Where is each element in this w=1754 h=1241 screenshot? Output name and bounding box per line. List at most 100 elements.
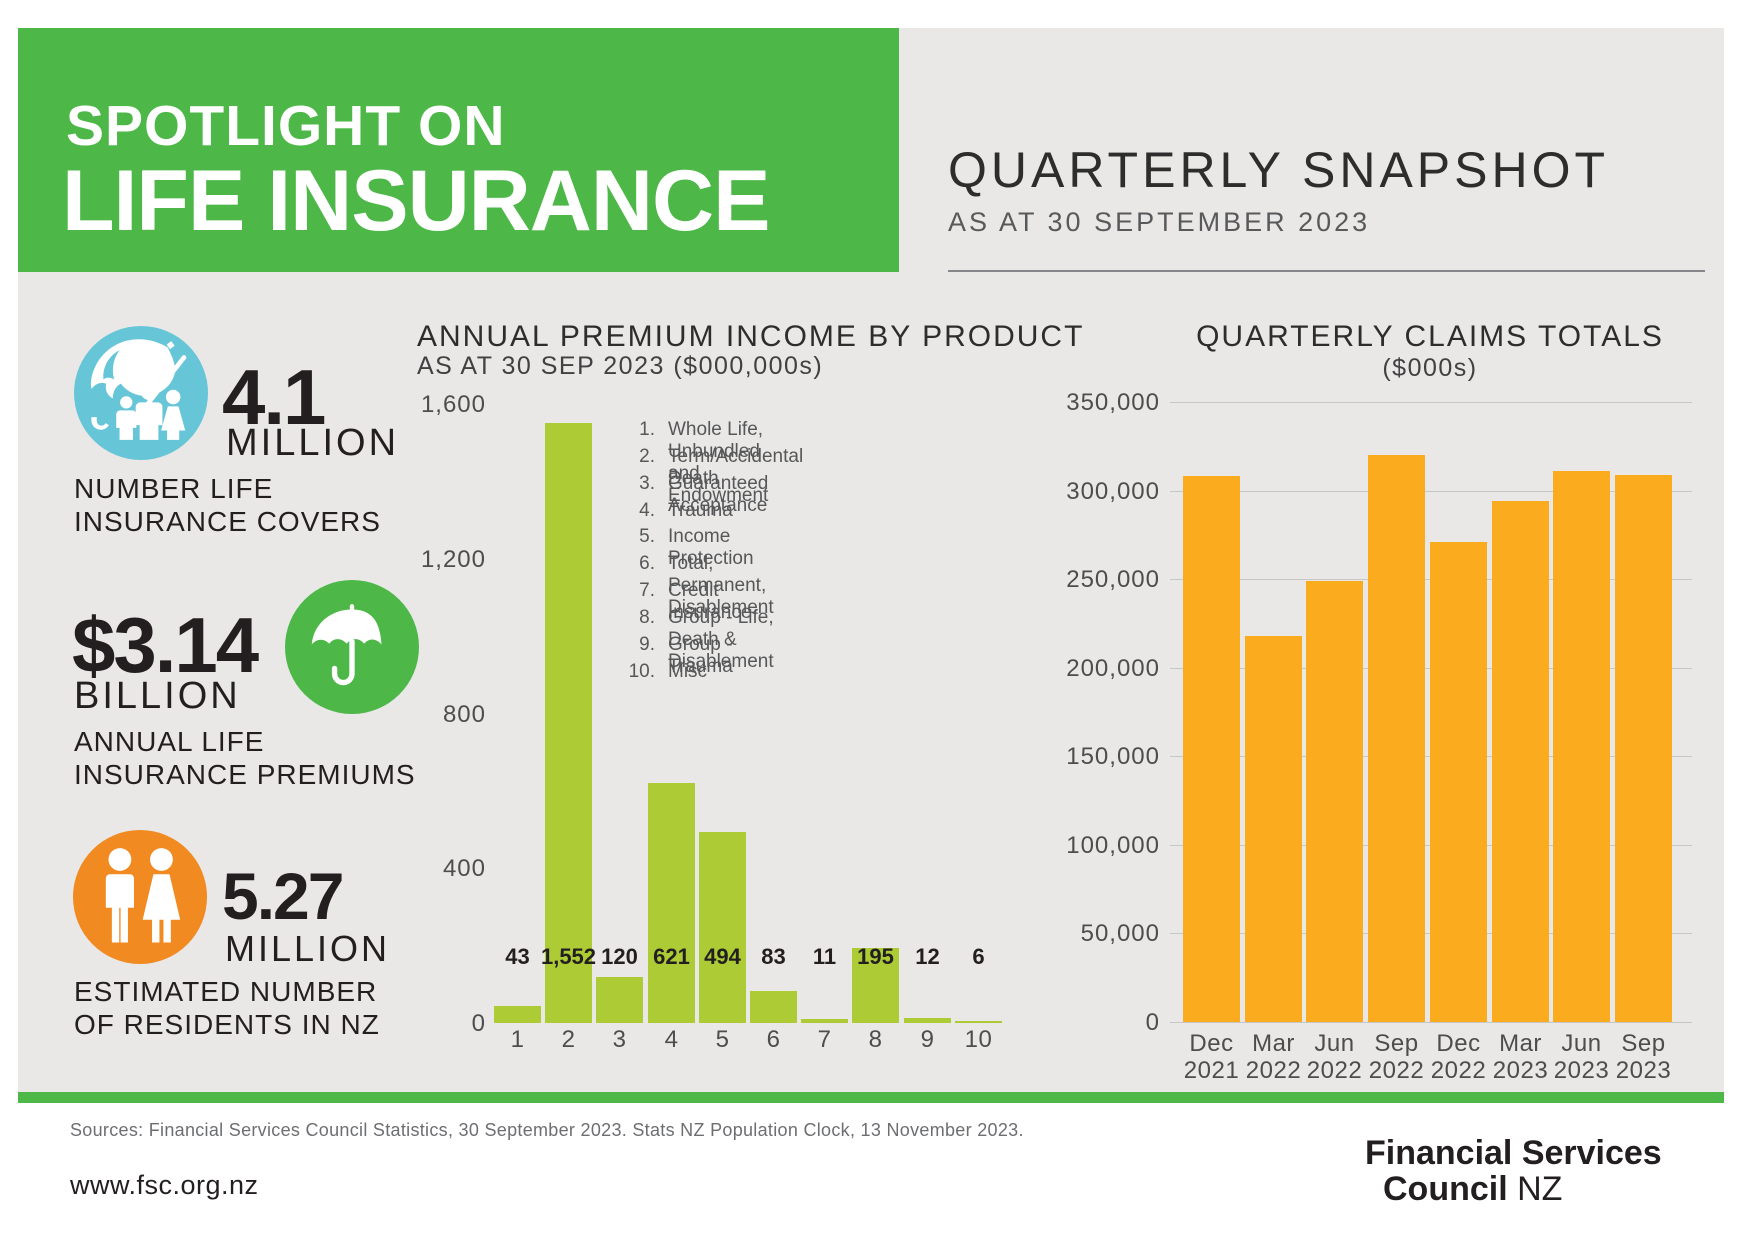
premiums-caption-line2: INSURANCE PREMIUMS — [74, 759, 416, 790]
premium-xtick: 6 — [766, 1026, 781, 1053]
premium-legend-number: 3. — [639, 473, 655, 494]
claims-gridline — [1170, 1022, 1692, 1023]
residents-stat-value: 5.27 — [222, 859, 344, 933]
premium-bar — [801, 1019, 848, 1023]
premium-bar — [904, 1018, 951, 1023]
premium-bar — [852, 948, 899, 1023]
premiums-stat-circle — [285, 580, 419, 714]
covers-stat-caption: NUMBER LIFE INSURANCE COVERS — [74, 472, 381, 538]
residents-caption-line1: ESTIMATED NUMBER — [74, 976, 378, 1007]
claims-xtick: Dec 2022 — [1430, 1030, 1487, 1084]
premium-xtick: 7 — [817, 1026, 832, 1053]
website-link[interactable]: www.fsc.org.nz — [70, 1170, 259, 1200]
umbrella-icon — [285, 604, 419, 718]
claims-xtick: Dec 2021 — [1183, 1030, 1240, 1084]
snapshot-subtitle: AS AT 30 SEPTEMBER 2023 — [948, 207, 1371, 237]
header-kicker: SPOTLIGHT ON — [66, 94, 506, 158]
header-divider — [948, 270, 1705, 272]
claims-gridline — [1170, 402, 1692, 403]
claims-bar — [1368, 455, 1425, 1022]
claims-bar — [1553, 471, 1610, 1022]
residents-stat-unit: MILLION — [225, 928, 391, 969]
claims-ytick: 0 — [1145, 1009, 1160, 1036]
premium-legend-label: Income Protection — [668, 526, 754, 569]
claims-ytick: 100,000 — [1066, 831, 1160, 859]
claims-ytick: 300,000 — [1066, 477, 1160, 505]
premium-bar-value: 43 — [505, 944, 530, 969]
claims-xtick: Jun 2022 — [1306, 1030, 1363, 1084]
premium-legend-number: 4. — [639, 500, 655, 521]
residents-stat-caption: ESTIMATED NUMBER OF RESIDENTS IN NZ — [74, 975, 380, 1041]
claims-bar — [1615, 475, 1672, 1022]
premium-ytick: 0 — [471, 1010, 486, 1037]
premium-legend-label: Total, Permanent, Disablement — [668, 553, 774, 618]
claims-gridline — [1170, 491, 1692, 492]
premium-bar-value: 11 — [812, 944, 837, 969]
premium-legend-label: Credit Insurance — [668, 580, 752, 623]
premium-xtick: 9 — [920, 1026, 935, 1053]
covers-stat-value: 4.1 — [222, 353, 326, 441]
snapshot-title: QUARTERLY SNAPSHOT — [948, 142, 1610, 198]
premium-legend-number: 5. — [639, 526, 655, 547]
premium-ytick: 1,200 — [420, 546, 486, 574]
premium-legend-number: 10. — [628, 661, 655, 682]
premium-xtick: 10 — [964, 1026, 993, 1053]
premium-legend-label: Trauma — [668, 500, 733, 521]
claims-bar — [1306, 581, 1363, 1022]
claims-ytick: 250,000 — [1066, 566, 1160, 594]
claims-xtick: Jun 2023 — [1553, 1030, 1610, 1084]
footer-green-bar — [18, 1092, 1724, 1103]
claims-xtick: Sep 2023 — [1615, 1030, 1672, 1084]
covers-caption-line2: INSURANCE COVERS — [74, 506, 381, 537]
residents-caption-line2: OF RESIDENTS IN NZ — [74, 1009, 380, 1040]
claims-ytick: 50,000 — [1080, 920, 1160, 948]
header-green-block — [18, 28, 899, 272]
fsc-logo-nz: NZ — [1507, 1170, 1563, 1208]
residents-stat-circle — [73, 830, 207, 964]
covers-stat-unit: MILLION — [226, 422, 400, 464]
premium-ytick: 1,600 — [420, 391, 486, 419]
claims-xtick: Mar 2023 — [1492, 1030, 1549, 1084]
premiums-caption-line1: ANNUAL LIFE — [74, 726, 265, 757]
claims-chart-subtitle: ($000s) — [1382, 354, 1478, 382]
premium-xtick: 5 — [715, 1026, 730, 1053]
claims-bar — [1430, 542, 1487, 1022]
premium-chart-subtitle: AS AT 30 SEP 2023 ($000,000s) — [417, 352, 824, 380]
premiums-stat-value: $3.14 — [72, 601, 259, 689]
premium-bar — [596, 977, 643, 1023]
claims-ytick: 150,000 — [1066, 743, 1160, 771]
premium-legend-label: Whole Life, Unbundled and Endowment — [668, 419, 769, 506]
premium-bar — [750, 991, 797, 1023]
premium-bar-value: 120 — [601, 944, 638, 969]
premium-ytick: 400 — [442, 855, 486, 883]
premium-bar-value: 621 — [653, 944, 690, 969]
page-title: LIFE INSURANCE — [62, 153, 770, 249]
man-woman-icon — [73, 848, 207, 968]
premium-bar-value: 83 — [761, 944, 786, 969]
premium-xtick: 1 — [510, 1026, 525, 1053]
claims-bar — [1245, 636, 1302, 1022]
fsc-logo-council: Council — [1383, 1170, 1508, 1208]
premium-bar — [648, 783, 695, 1023]
covers-stat-circle — [74, 326, 208, 460]
premium-legend-number: 2. — [639, 446, 655, 467]
premium-legend-number: 7. — [639, 580, 655, 601]
claims-chart-title: QUARTERLY CLAIMS TOTALS — [1196, 320, 1664, 353]
premium-legend-number: 6. — [639, 553, 655, 574]
premium-xtick: 2 — [561, 1026, 576, 1053]
premium-bar-value: 1,552 — [540, 944, 597, 969]
premium-ytick: 800 — [442, 700, 486, 728]
claims-ytick: 350,000 — [1066, 389, 1160, 416]
claims-bar — [1183, 476, 1240, 1022]
premium-bar — [545, 423, 592, 1023]
premium-xtick: 4 — [664, 1026, 679, 1053]
premiums-stat-caption: ANNUAL LIFE INSURANCE PREMIUMS — [74, 725, 416, 791]
premium-legend-label: Group - Life, Death & Disablement — [668, 607, 774, 672]
fsc-logo-line1: Financial Services — [1365, 1134, 1662, 1172]
claims-bar — [1492, 501, 1549, 1022]
premium-bar — [699, 832, 746, 1023]
premium-xtick: 8 — [868, 1026, 883, 1053]
premium-bar — [494, 1006, 541, 1023]
premium-legend-label: Guaranteed Acceptance — [668, 473, 769, 516]
